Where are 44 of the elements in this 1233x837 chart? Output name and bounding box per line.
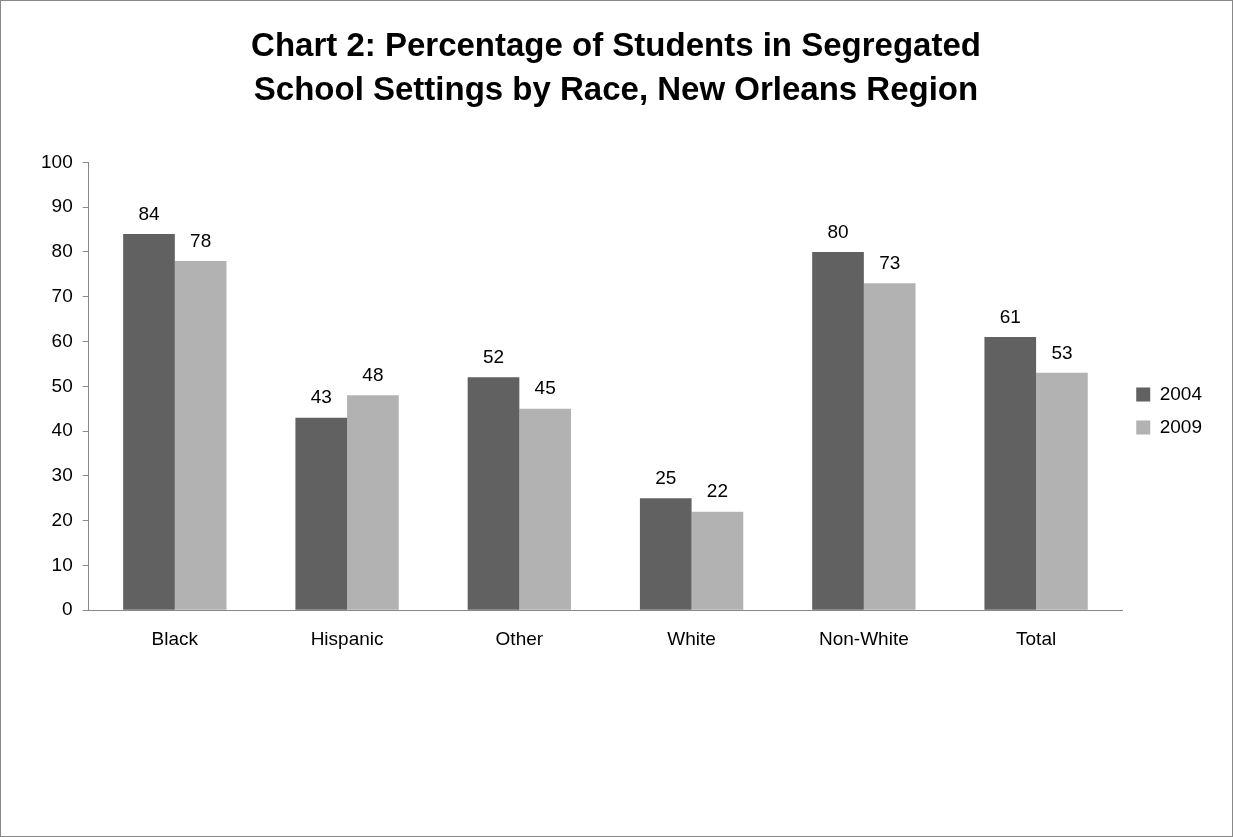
data-label: 73 [879,252,901,274]
data-label: 78 [190,229,212,251]
data-label: 84 [138,202,160,224]
chart-title: Chart 2: Percentage of Students in Segregated School Settings by Race, New Orleans Region [250,25,982,109]
y-tick-label: 40 [51,419,73,441]
y-tick-label: 10 [51,553,73,575]
bar [1036,372,1088,610]
y-tick-label: 70 [51,284,73,306]
data-label: 22 [706,480,728,502]
y-tick-label: 90 [51,195,73,217]
data-label: 43 [310,386,332,408]
data-label: 52 [482,346,505,368]
y-tick-label: 80 [51,240,73,262]
x-tick-label: Non-White [818,627,909,649]
legend-label: 2009 [1159,415,1203,437]
bar [691,511,744,610]
data-label: 45 [534,377,556,399]
bar [519,408,572,610]
x-tick-label: Other [495,627,544,649]
bar [347,395,399,610]
y-tick-label: 30 [51,464,73,486]
data-label: 53 [1051,341,1073,363]
y-tick-label: 100 [41,150,73,172]
y-tick-label: 0 [62,598,73,620]
y-tick-label: 50 [51,374,73,396]
data-label: 48 [362,363,384,385]
bar [812,251,864,610]
bar [984,337,1037,610]
bar [295,417,348,610]
data-label: 25 [655,466,677,488]
bar [863,283,916,610]
data-label: 61 [999,305,1021,327]
bar [467,377,520,610]
bar [639,498,692,610]
x-tick-label: Total [1016,627,1057,649]
x-tick-label: Black [151,627,199,649]
bar [123,234,175,610]
x-tick-label: White [667,627,716,649]
y-tick-label: 60 [51,329,73,351]
x-tick-label: Hispanic [310,627,384,649]
legend-label: 2004 [1159,382,1203,404]
y-tick-label: 20 [51,508,73,530]
bar [174,260,227,610]
data-label: 80 [827,220,849,242]
